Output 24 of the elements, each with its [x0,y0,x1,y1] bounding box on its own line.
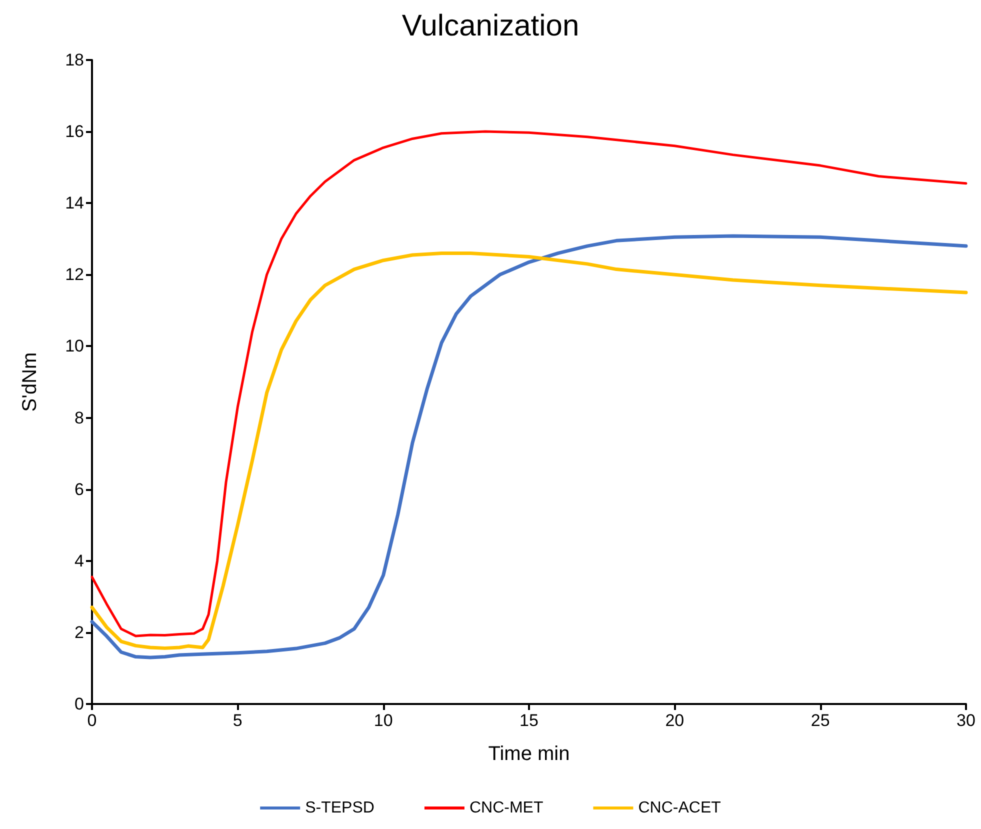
chart-title: Vulcanization [402,10,580,42]
y-tick-label: 12 [65,265,84,284]
y-axis-title: S'dNm [19,352,41,412]
y-tick-label: 0 [74,694,84,714]
y-tick-label: 6 [74,480,84,499]
x-tick-label: 20 [665,711,684,730]
x-tick-label: 30 [956,711,976,730]
x-tick-label: 0 [87,711,97,730]
x-tick-label: 5 [232,711,242,730]
x-tick-label: 25 [810,711,830,730]
y-tick-label: 14 [65,194,84,213]
legend-label: S-TEPSD [305,800,374,816]
y-tick-label: 10 [65,336,84,356]
legend-label: CNC-ACET [638,800,722,816]
line-series [90,130,968,638]
y-tick-label: 18 [65,50,84,70]
y-tick-label: 4 [74,551,84,570]
y-tick-label: 8 [74,408,84,428]
x-tick-label: 15 [520,711,538,730]
y-tick-label: 16 [65,122,84,142]
legend-label: CNC-MET [469,800,544,816]
x-axis-title: Time min [488,743,570,765]
y-tick-label: 2 [74,622,84,642]
x-tick-label: 10 [374,711,393,730]
